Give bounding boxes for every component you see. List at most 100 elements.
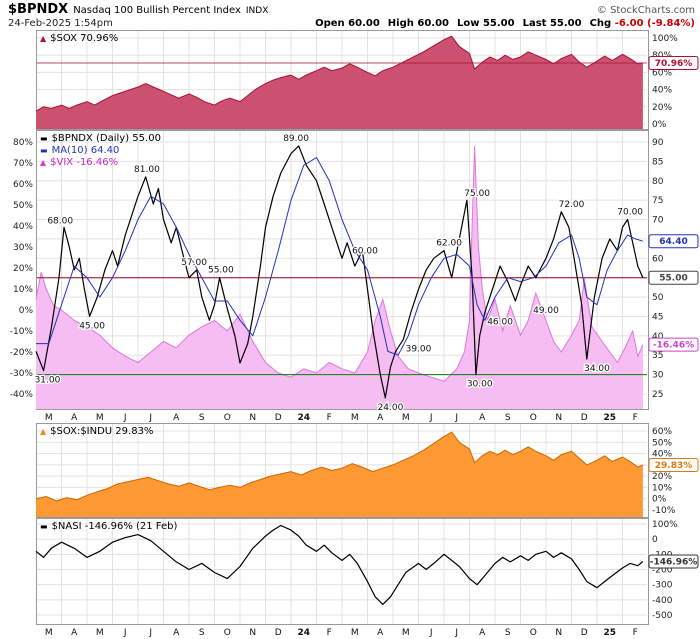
svg-text:D: D (275, 628, 282, 638)
svg-text:0%: 0% (652, 495, 667, 505)
svg-text:M: M (96, 628, 104, 638)
svg-text:-40%: -40% (10, 390, 34, 400)
svg-text:60%: 60% (652, 427, 672, 437)
symbol: $BPNDX (8, 2, 69, 17)
svg-text:60: 60 (652, 254, 664, 264)
quote-low: Low 55.00 (457, 18, 515, 29)
svg-text:89.00: 89.00 (283, 134, 309, 144)
svg-text:62.00: 62.00 (436, 239, 462, 249)
svg-text:J: J (148, 413, 152, 423)
quote-high: High 60.00 (387, 18, 449, 29)
svg-text:J: J (429, 413, 433, 423)
svg-text:10%: 10% (13, 285, 33, 295)
svg-text:O: O (224, 413, 231, 423)
svg-text:J: J (429, 628, 433, 638)
svg-text:N: N (555, 413, 562, 423)
svg-text:24.00: 24.00 (378, 403, 404, 410)
svg-text:A: A (377, 628, 384, 638)
svg-text:O: O (530, 413, 537, 423)
svg-text:-300: -300 (652, 581, 673, 591)
svg-text:50%: 50% (13, 201, 33, 211)
quote-open: Open 60.00 (315, 18, 380, 29)
svg-text:57.00: 57.00 (181, 258, 207, 268)
svg-text:25: 25 (603, 628, 616, 638)
svg-text:-30%: -30% (10, 369, 34, 379)
x-axis-labels-bottom: M A M J J A S O N D 24 F M A M J J A S O N D 25 F (45, 628, 638, 638)
svg-text:A: A (479, 413, 486, 423)
svg-text:S: S (199, 628, 205, 638)
svg-text:40%: 40% (652, 450, 672, 460)
svg-text:50%: 50% (652, 438, 672, 448)
svg-text:M: M (45, 413, 53, 423)
svg-text:J: J (454, 413, 458, 423)
svg-text:A: A (173, 413, 180, 423)
svg-text:40%: 40% (13, 222, 33, 232)
svg-text:72.00: 72.00 (559, 200, 585, 210)
svg-text:100%: 100% (652, 34, 678, 44)
svg-text:A: A (71, 628, 78, 638)
svg-text:O: O (530, 628, 537, 638)
svg-text:M: M (45, 628, 53, 638)
svg-text:F: F (327, 628, 332, 638)
svg-text:0: 0 (652, 535, 658, 545)
svg-text:-10%: -10% (652, 506, 676, 516)
svg-text:J: J (123, 413, 127, 423)
svg-text:A: A (71, 413, 78, 423)
svg-text:S: S (505, 413, 511, 423)
svg-text:39.00: 39.00 (406, 345, 432, 355)
svg-text:M: M (351, 413, 359, 423)
svg-text:-20%: -20% (10, 348, 34, 358)
svg-text:70.96%: 70.96% (655, 59, 693, 69)
svg-text:M: M (96, 413, 104, 423)
svg-text:A: A (377, 413, 384, 423)
svg-text:S: S (505, 628, 511, 638)
svg-text:M: M (351, 628, 359, 638)
svg-text:-200: -200 (652, 566, 673, 576)
svg-text:46.00: 46.00 (487, 318, 513, 328)
svg-text:O: O (224, 628, 231, 638)
svg-text:20%: 20% (652, 103, 672, 113)
svg-text:70: 70 (652, 216, 664, 226)
svg-text:J: J (454, 628, 458, 638)
sox-panel-chart: 100%80%60%40%20%0%70.96% (35, 30, 699, 130)
svg-text:J: J (123, 628, 127, 638)
sox-indu-panel-chart: 60%50%40%30%20%10%0%-10%29.83% (35, 423, 699, 518)
svg-text:-500: -500 (652, 611, 673, 621)
svg-text:35: 35 (652, 351, 663, 361)
svg-text:30%: 30% (13, 243, 33, 253)
svg-text:-400: -400 (652, 596, 673, 606)
svg-text:55.00: 55.00 (659, 274, 687, 284)
svg-text:M: M (402, 628, 410, 638)
svg-text:75.00: 75.00 (464, 189, 490, 199)
bpndx-main-chart: 31.0068.0045.0081.0057.0055.0089.0060.00… (10, 130, 699, 410)
svg-text:F: F (633, 413, 638, 423)
chart-header: $BPNDX Nasdaq 100 Bullish Percent Index … (8, 2, 695, 29)
svg-text:49.00: 49.00 (533, 306, 559, 316)
x-axis-labels-middle: M A M J J A S O N D 24 F M A M J J A S O N D 25 F (45, 413, 638, 423)
svg-text:J: J (148, 628, 152, 638)
svg-text:30: 30 (652, 371, 664, 381)
quote-summary: Open 60.00 High 60.00 Low 55.00 Last 55.… (307, 18, 695, 29)
svg-text:40: 40 (652, 332, 664, 342)
svg-text:45.00: 45.00 (79, 321, 105, 331)
svg-text:80: 80 (652, 177, 664, 187)
svg-text:60.00: 60.00 (352, 246, 378, 256)
svg-text:55.00: 55.00 (208, 266, 234, 276)
svg-text:0%: 0% (652, 120, 667, 130)
svg-text:D: D (581, 628, 588, 638)
svg-text:40%: 40% (652, 86, 672, 96)
quote-change: Chg -6.00 (-9.84%) (589, 18, 695, 29)
svg-text:70.00: 70.00 (617, 208, 643, 218)
svg-text:-16.46%: -16.46% (653, 341, 694, 351)
svg-text:31.00: 31.00 (35, 376, 61, 386)
svg-text:25: 25 (603, 413, 616, 423)
svg-text:29.83%: 29.83% (655, 461, 693, 471)
svg-text:81.00: 81.00 (134, 165, 160, 175)
svg-text:68.00: 68.00 (47, 216, 73, 226)
exchange-label: INDX (245, 6, 269, 16)
stockcharts-copyright-link[interactable]: © StockCharts.com (596, 5, 695, 16)
svg-text:D: D (275, 413, 282, 423)
svg-text:100%: 100% (652, 520, 678, 530)
svg-text:60%: 60% (652, 68, 672, 78)
